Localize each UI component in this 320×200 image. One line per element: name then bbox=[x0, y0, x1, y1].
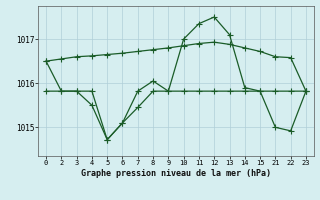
X-axis label: Graphe pression niveau de la mer (hPa): Graphe pression niveau de la mer (hPa) bbox=[81, 169, 271, 178]
